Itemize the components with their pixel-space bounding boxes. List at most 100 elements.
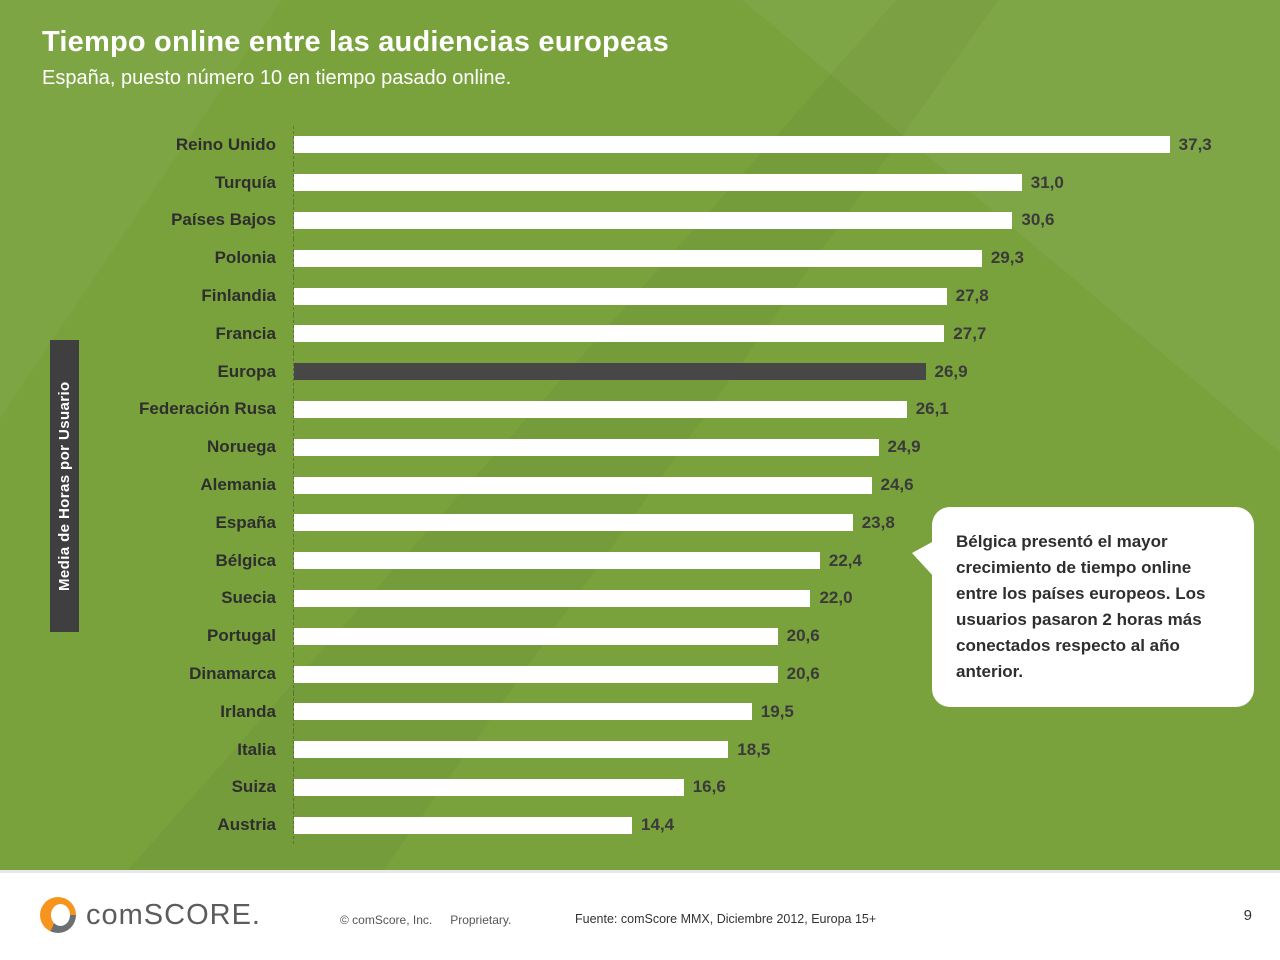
comscore-logo: comSCORE. <box>40 897 261 933</box>
bar <box>294 136 1170 154</box>
plot-area: 24,6 <box>293 466 1280 504</box>
chart-row: Alemania 24,6 <box>0 466 1280 504</box>
bar <box>294 287 947 305</box>
value-label: 22,0 <box>819 588 853 608</box>
category-label: Bélgica <box>215 550 276 570</box>
plot-area: 14,4 <box>293 806 1280 845</box>
bar <box>294 174 1022 192</box>
plot-area: 31,0 <box>293 163 1280 202</box>
category-label: Federación Rusa <box>139 399 276 419</box>
plot-area: 37,3 <box>293 126 1280 164</box>
bar <box>294 703 752 721</box>
category-label: Finlandia <box>201 286 276 306</box>
category-label: Italia <box>237 739 276 759</box>
bar-chart: Reino Unido 37,3 Turquía 31,0 Países Bajos 30… <box>0 126 1280 845</box>
category-label: Suecia <box>221 588 276 608</box>
chart-row: Reino Unido 37,3 <box>0 126 1280 164</box>
value-label: 16,6 <box>692 777 726 797</box>
value-label: 27,8 <box>955 286 989 306</box>
value-label: 29,3 <box>990 248 1024 268</box>
value-label: 14,4 <box>641 815 675 835</box>
comscore-logo-icon <box>40 897 76 933</box>
chart-row: Noruega 24,9 <box>0 428 1280 467</box>
chart-row: Portugal 20,6 <box>0 617 1280 656</box>
chart-row: Irlanda 19,5 <box>0 692 1280 731</box>
bar <box>294 552 820 570</box>
value-label: 20,6 <box>786 664 820 684</box>
value-label: 26,1 <box>915 399 949 419</box>
callout: Bélgica presentó el mayor crecimiento de… <box>912 507 1254 707</box>
chart-row: Turquía 31,0 <box>0 163 1280 202</box>
chart-row: Europa 26,9 <box>0 352 1280 391</box>
chart-row: Francia 27,7 <box>0 314 1280 353</box>
copyright-text: © comScore, Inc. <box>340 913 433 927</box>
category-label: Portugal <box>207 626 276 646</box>
plot-area: 22,4 <box>293 541 1280 580</box>
bar <box>294 249 982 267</box>
chart-row: Dinamarca 20,6 <box>0 655 1280 693</box>
category-label: Países Bajos <box>171 210 276 230</box>
footer-copyright: © comScore, Inc. Proprietary. <box>340 913 511 927</box>
value-label: 23,8 <box>861 512 895 532</box>
footer: comSCORE. © comScore, Inc. Proprietary. F… <box>0 870 1280 960</box>
header: Tiempo online entre las audiencias europ… <box>42 26 1238 90</box>
page-title: Tiempo online entre las audiencias europ… <box>42 26 669 58</box>
plot-area: 18,5 <box>293 730 1280 769</box>
value-label: 27,7 <box>953 323 987 343</box>
plot-area: 23,8 <box>293 503 1280 542</box>
value-label: 30,6 <box>1021 210 1055 230</box>
chart-row: Italia 18,5 <box>0 730 1280 769</box>
plot-area: 30,6 <box>293 201 1280 240</box>
bar <box>294 627 778 645</box>
chart-row: España 23,8 <box>0 503 1280 542</box>
value-label: 24,9 <box>887 437 921 457</box>
bar <box>294 438 879 456</box>
plot-area: 20,6 <box>293 617 1280 656</box>
category-label: Dinamarca <box>189 664 276 684</box>
chart-row: Bélgica 22,4 <box>0 541 1280 580</box>
bar <box>294 741 729 759</box>
category-label: Turquía <box>214 172 276 192</box>
chart-row: Suecia 22,0 <box>0 579 1280 618</box>
category-label: Suiza <box>231 777 276 797</box>
value-label: 20,6 <box>786 626 820 646</box>
category-label: Europa <box>217 361 276 381</box>
value-label: 31,0 <box>1030 172 1064 192</box>
bar <box>294 778 684 796</box>
category-label: Noruega <box>207 437 276 457</box>
bar <box>294 400 907 418</box>
plot-area: 22,0 <box>293 579 1280 618</box>
chart-row: Federación Rusa 26,1 <box>0 390 1280 429</box>
page-number: 9 <box>1243 907 1252 924</box>
value-label: 24,6 <box>880 475 914 495</box>
plot-area: 26,1 <box>293 390 1280 429</box>
page-subtitle: España, puesto número 10 en tiempo pasad… <box>42 67 512 89</box>
callout-tail-icon <box>912 541 934 577</box>
plot-area: 19,5 <box>293 692 1280 731</box>
bar <box>294 476 872 494</box>
value-label: 37,3 <box>1178 134 1212 154</box>
category-label: Alemania <box>200 475 276 495</box>
chart-row: Austria 14,4 <box>0 806 1280 845</box>
plot-area: 24,9 <box>293 428 1280 467</box>
category-label: Francia <box>215 323 276 343</box>
plot-area: 27,8 <box>293 277 1280 315</box>
bar <box>294 816 633 834</box>
callout-text: Bélgica presentó el mayor crecimiento de… <box>956 532 1206 681</box>
value-label: 19,5 <box>760 701 794 721</box>
category-label: Reino Unido <box>175 134 276 154</box>
chart-row: Finlandia 27,8 <box>0 277 1280 315</box>
footer-source: Fuente: comScore MMX, Diciembre 2012, Eu… <box>575 912 877 926</box>
plot-area: 20,6 <box>293 655 1280 693</box>
bar <box>294 363 926 381</box>
bar <box>294 325 945 343</box>
category-label: España <box>215 512 276 532</box>
value-label: 26,9 <box>934 361 968 381</box>
plot-area: 29,3 <box>293 239 1280 278</box>
bar <box>294 514 853 532</box>
proprietary-text: Proprietary. <box>450 913 512 927</box>
category-label: Irlanda <box>220 701 276 721</box>
plot-area: 26,9 <box>293 352 1280 391</box>
chart-row: Suiza 16,6 <box>0 768 1280 807</box>
